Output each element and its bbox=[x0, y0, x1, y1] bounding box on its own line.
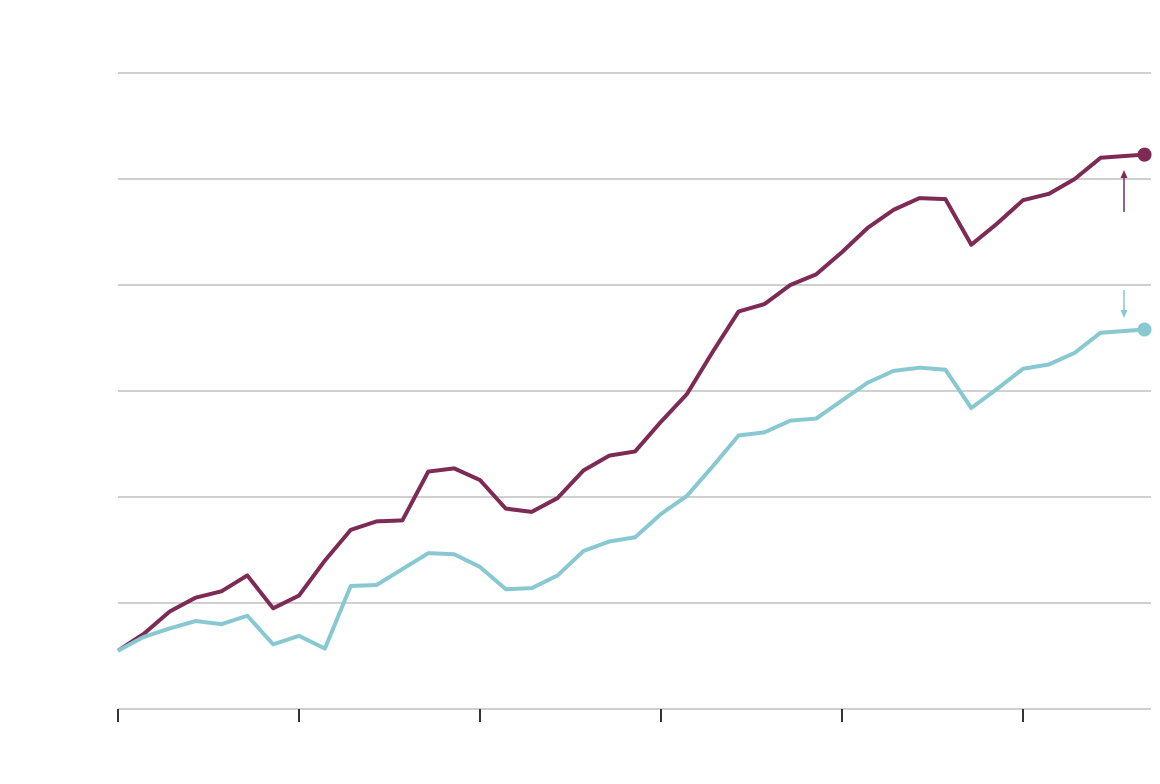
series-line bbox=[116, 152, 1145, 653]
grid bbox=[117, 72, 1151, 722]
down-arrow-head bbox=[1120, 310, 1128, 318]
series-line bbox=[117, 327, 1145, 653]
change-arrows bbox=[1120, 170, 1128, 318]
end-point bbox=[1137, 322, 1152, 337]
up-arrow-head bbox=[1120, 170, 1128, 178]
end-point bbox=[1137, 147, 1152, 162]
